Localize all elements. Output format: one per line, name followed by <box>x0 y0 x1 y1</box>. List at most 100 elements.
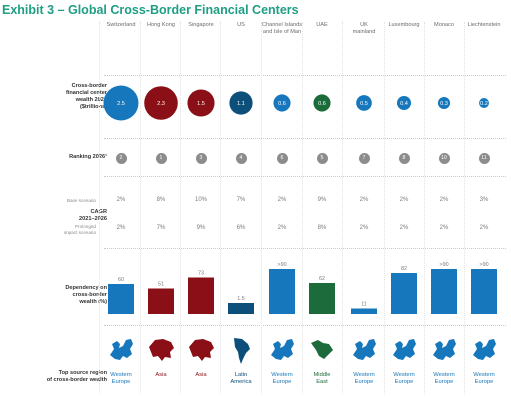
prolonged-scenario-label: Prolonged impact scenario <box>64 224 96 235</box>
column-header: Monaco <box>422 22 466 29</box>
column-header-line: Liechtenstein <box>467 22 501 28</box>
rank-badge: 3 <box>195 153 207 164</box>
column-header-line: Singapore <box>188 22 214 28</box>
region-label-line: Western <box>433 372 455 378</box>
column-header: UAE <box>300 22 344 29</box>
rank-badge: 4 <box>235 153 247 164</box>
region-label: Western Europe <box>462 372 506 386</box>
cagr-label-line: CAGR <box>90 209 107 215</box>
dependency-bar <box>431 269 457 314</box>
column-divider <box>302 22 303 394</box>
region-label-line: Middle <box>313 372 331 378</box>
region-label-line: Europe <box>354 379 374 385</box>
middle-east-map-icon <box>307 335 337 365</box>
wealth-bubble <box>187 89 215 117</box>
prolonged-label-line: impact scenario <box>63 229 96 235</box>
cagr-base-value: 2% <box>359 197 369 203</box>
column-divider <box>342 22 343 394</box>
region-label-line: Asia <box>195 372 207 378</box>
row-divider <box>104 138 506 139</box>
region-label-line: Western <box>110 372 132 378</box>
cagr-prolonged-value: 2% <box>479 225 489 231</box>
column-header: UK mainland <box>342 22 386 36</box>
column-divider <box>424 22 425 394</box>
base-scenario-label: Base scenario <box>66 198 96 203</box>
cagr-prolonged-value: 2% <box>277 225 287 231</box>
wealth-bubble-label: 0.6 <box>278 101 286 107</box>
region-label: Asia <box>179 372 223 379</box>
cagr-base-value: 7% <box>236 197 246 203</box>
region-label-line: of cross-border wealth <box>46 377 107 383</box>
cagr-base-value: 2% <box>399 197 409 203</box>
column-header: Switzerland <box>99 22 143 29</box>
column-header-line: Monaco <box>434 22 454 28</box>
cagr-base-value: 8% <box>156 197 166 203</box>
rank-badge: 2 <box>115 153 127 164</box>
wealth-bubble-label: 0.4 <box>400 101 408 107</box>
dependency-bar <box>351 308 377 314</box>
wealth-label-line: ($trillions) <box>79 104 107 110</box>
cagr-row-label: CAGR 2021–2026 <box>79 209 107 223</box>
region-label-line: Europe <box>434 379 454 385</box>
column-header-line: mainland <box>352 29 376 35</box>
rank-badge: 5 <box>316 153 328 164</box>
dependency-bar <box>471 269 497 314</box>
column-divider <box>220 22 221 394</box>
region-label-line: Europe <box>394 379 414 385</box>
dependency-bar-label: >90 <box>439 262 448 268</box>
region-label-line: Western <box>271 372 293 378</box>
cagr-prolonged-value: 2% <box>399 225 409 231</box>
dependency-row-label: Dependency on cross-border wealth (%) <box>65 285 107 306</box>
dependency-bar <box>269 269 295 314</box>
wealth-bubble-label: 0.2 <box>480 101 488 107</box>
wealth-bubble <box>356 95 372 111</box>
region-label: Western Europe <box>260 372 304 386</box>
cagr-label-line: 2021–2026 <box>79 216 107 222</box>
region-label-line: Western <box>393 372 415 378</box>
cagr-base-value: 2% <box>439 197 449 203</box>
cagr-prolonged-value: 2% <box>439 225 449 231</box>
cagr-prolonged-value: 8% <box>317 225 327 231</box>
wealth-bubble <box>479 98 489 108</box>
row-divider <box>104 75 506 76</box>
dependency-bar <box>108 284 134 314</box>
region-label-line: America <box>230 379 252 385</box>
region-label-line: Latin <box>234 372 248 378</box>
column-header: Channel Islands and Isle of Man <box>260 22 304 36</box>
dependency-bar <box>391 273 417 314</box>
region-label: Western Europe <box>99 372 143 386</box>
region-label: Middle East <box>300 372 344 386</box>
cagr-prolonged-value: 6% <box>236 225 246 231</box>
wealth-bubble-label: 0.3 <box>440 101 448 107</box>
wealth-bubble <box>397 96 411 110</box>
region-label-line: Western <box>353 372 375 378</box>
dependency-bar-label: 51 <box>158 282 164 288</box>
wealth-bubble <box>229 91 253 115</box>
column-divider <box>99 22 100 394</box>
dependency-bar-label: 1.5 <box>237 296 245 302</box>
column-header: Hong Kong <box>139 22 183 29</box>
dependency-bar-label: 82 <box>401 266 407 272</box>
dependency-bar-label: 62 <box>319 276 325 282</box>
wealth-label-line: Cross-border <box>71 83 107 89</box>
wealth-bubble-label: 2.3 <box>157 101 165 107</box>
latin-america-map-icon <box>226 335 256 365</box>
region-label-line: Europe <box>272 379 292 385</box>
region-label: Asia <box>139 372 183 379</box>
europe-map-icon <box>469 335 499 365</box>
column-header: Liechtenstein <box>462 22 506 29</box>
wealth-label-line: wealth 2021 <box>75 97 107 103</box>
column-header-line: Luxembourg <box>388 22 420 28</box>
region-label-line: Top source region <box>58 370 107 376</box>
europe-map-icon <box>106 335 136 365</box>
column-divider <box>384 22 385 394</box>
cagr-base-value: 2% <box>277 197 287 203</box>
column-divider <box>261 22 262 394</box>
rank-badge: 8 <box>398 153 410 164</box>
column-header-line: UK <box>360 22 368 28</box>
wealth-bubble-label: 1.5 <box>197 101 205 107</box>
cagr-prolonged-value: 2% <box>116 225 126 231</box>
rank-badge: 7 <box>358 153 370 164</box>
